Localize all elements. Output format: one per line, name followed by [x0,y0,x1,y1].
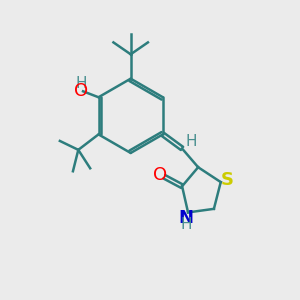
Text: O: O [153,166,167,184]
Text: S: S [221,171,234,189]
Text: H: H [185,134,197,148]
Text: H: H [181,218,192,232]
Text: O: O [74,82,88,100]
Text: N: N [179,209,194,227]
Text: H: H [76,76,87,91]
